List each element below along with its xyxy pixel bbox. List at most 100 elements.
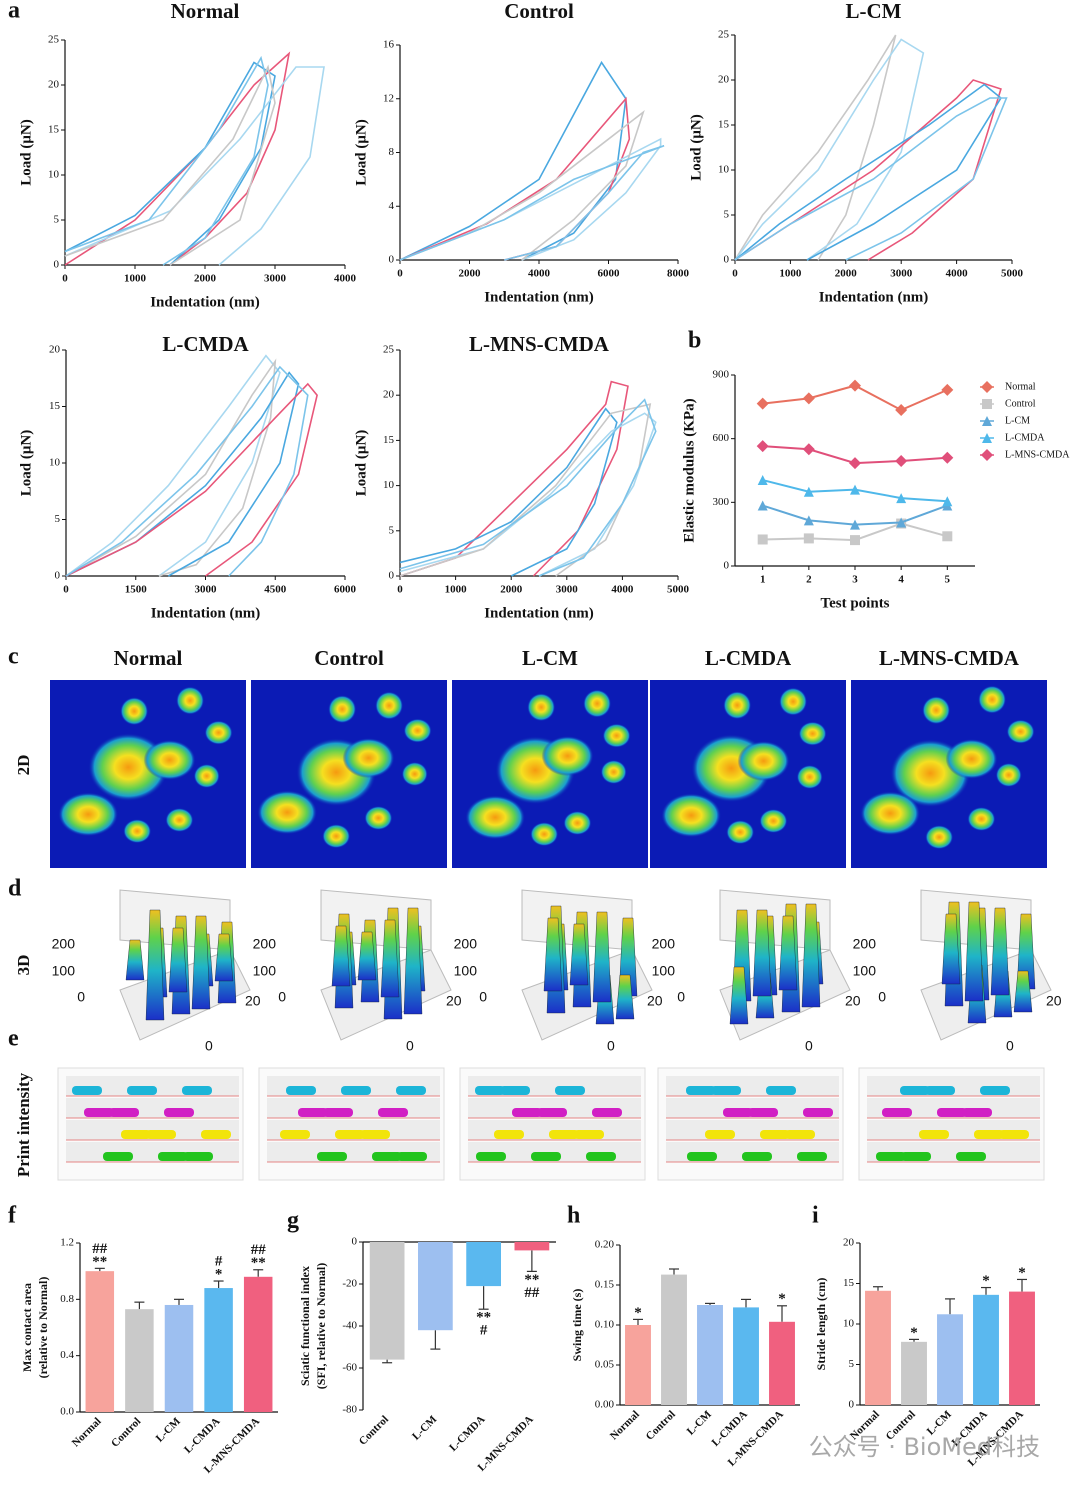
y-axis-label: (SFI, relative to Normal): [314, 1263, 328, 1389]
y-tick-label: 0.00: [595, 1399, 615, 1411]
x-tick-label: 4000: [334, 273, 357, 285]
trace-pulse: [974, 1130, 1004, 1139]
bar: [733, 1307, 759, 1405]
y-axis-label: Load (μN): [688, 114, 704, 180]
chart-title: L-CMDA: [162, 332, 249, 356]
x-axis-label: Test points: [820, 595, 889, 611]
y-axis-label: Elastic modulus (KPa): [681, 398, 697, 542]
x-tick-label: 5: [945, 574, 951, 586]
marker: [941, 383, 954, 396]
heatmap-blob: [759, 809, 788, 833]
bar: [901, 1341, 927, 1405]
significance: **: [524, 1272, 539, 1288]
y-tick-label: 600: [713, 432, 730, 444]
panel-label: g: [287, 1208, 299, 1234]
plot-3d-spike: [168, 927, 188, 993]
trace-pulse: [280, 1130, 310, 1139]
x-tick-label: 4000: [528, 268, 551, 280]
data-line: [399, 403, 652, 577]
trace-pulse: [962, 1108, 992, 1117]
plot-3d-spike: [145, 909, 165, 1021]
axis-tick-3d: 0: [878, 989, 886, 1005]
heatmap-blob: [530, 822, 559, 847]
chart-title: Control: [504, 0, 574, 23]
trace-pulse: [555, 1086, 585, 1095]
y-tick-label: 0: [54, 259, 60, 271]
trace-pulse: [121, 1130, 151, 1139]
axis-tick-3d: 200: [454, 936, 478, 952]
x-tick-label: 4000: [611, 584, 634, 596]
significance: **: [92, 1254, 107, 1270]
heatmap-blob: [995, 763, 1022, 787]
trace-pulse: [476, 1152, 506, 1161]
marker: [849, 379, 861, 392]
axis-tick-3d: 0: [205, 1038, 213, 1054]
trace-pulse: [84, 1108, 114, 1117]
bar: [661, 1274, 687, 1405]
y-tick-label: -20: [342, 1278, 357, 1290]
bar: [369, 1242, 405, 1360]
x-tick-label: 3000: [264, 273, 287, 285]
trace-pulse: [286, 1086, 316, 1095]
plot-3d-spike: [778, 915, 798, 991]
y-tick-label: 0.15: [595, 1279, 615, 1291]
x-tick-label: 1000: [445, 584, 468, 596]
x-axis-label: Indentation (nm): [151, 605, 261, 621]
row-label: 2D: [14, 755, 33, 776]
significance: ##: [92, 1241, 108, 1257]
heatmap-blob: [120, 697, 149, 726]
significance: ##: [524, 1285, 540, 1301]
trace-pulse: [711, 1086, 741, 1095]
y-tick-label: 20: [48, 79, 60, 91]
plot-3d-spike: [964, 901, 984, 1002]
bar: [937, 1314, 963, 1405]
data-line: [399, 412, 657, 577]
trace-pulse: [164, 1108, 194, 1117]
y-axis-label: Max contact area: [20, 1283, 34, 1372]
trace-pulse: [919, 1130, 949, 1139]
heatmap-blob: [364, 806, 393, 830]
bar: [1009, 1291, 1035, 1405]
trace-pulse: [475, 1086, 505, 1095]
panel-label: e: [8, 1026, 19, 1052]
axis-tick-3d: 100: [652, 963, 676, 979]
trace-pulse: [201, 1130, 231, 1139]
y-tick-label: 20: [383, 389, 395, 401]
trace-pulse: [574, 1130, 604, 1139]
x-tick-label: 4000: [946, 268, 969, 280]
data-line: [734, 97, 1008, 261]
trace-pulse: [999, 1130, 1029, 1139]
data-line: [65, 365, 309, 577]
trace-pulse: [500, 1086, 530, 1095]
trace-pulse: [980, 1086, 1010, 1095]
chart-title: L-CM: [846, 0, 902, 23]
data-line: [64, 55, 269, 266]
x-tick-label: 3000: [556, 584, 579, 596]
group-title: L-CM: [522, 646, 578, 670]
y-axis-label: Stride length (cm): [814, 1278, 828, 1371]
heatmap-blob: [176, 686, 205, 715]
x-tick-label: 3000: [890, 268, 913, 280]
y-tick-label: 300: [713, 496, 730, 508]
trace-pulse: [372, 1152, 402, 1161]
axis-tick-3d: 0: [406, 1038, 414, 1054]
panel-label: a: [8, 0, 20, 24]
y-tick-label: 900: [713, 369, 730, 381]
marker: [982, 433, 992, 443]
heatmap-blob: [527, 693, 556, 722]
axis-tick-3d: 200: [52, 936, 76, 952]
trace-pulse: [378, 1108, 408, 1117]
y-tick-label: 10: [383, 479, 395, 491]
marker: [850, 484, 860, 495]
marker: [982, 399, 992, 409]
data-line: [734, 38, 925, 261]
data-line: [399, 60, 627, 261]
plot-3d-spike: [941, 913, 961, 985]
y-tick-label: 20: [49, 344, 61, 356]
plot-3d-spike: [543, 917, 563, 992]
y-tick-label: -80: [342, 1404, 357, 1416]
x-tick-label: Control: [357, 1413, 391, 1447]
row-label: 3D: [14, 955, 33, 976]
heatmap-blob: [322, 824, 351, 849]
legend-label: L-CM: [1005, 415, 1030, 426]
